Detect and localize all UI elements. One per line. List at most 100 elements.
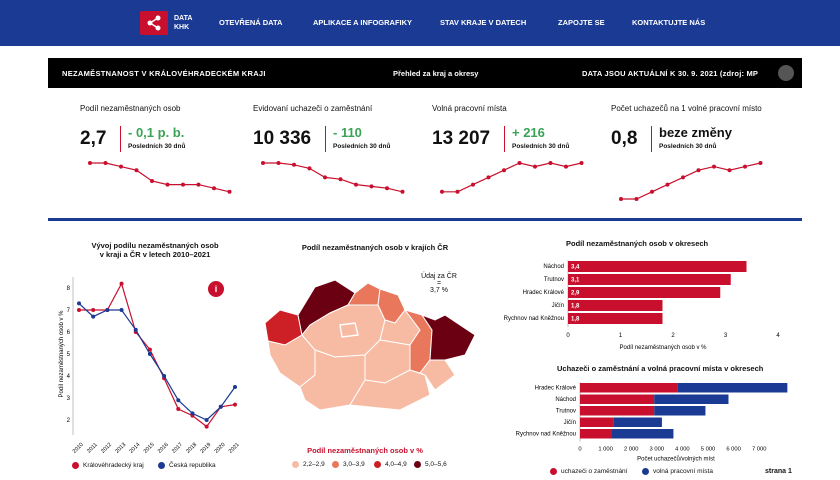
map-title: Podíl nezaměstnaných osob v krajích ČR <box>301 243 449 252</box>
x-tick-label: 2021 <box>228 442 241 455</box>
category-label: Náchod <box>555 397 576 403</box>
x-tick-label: 2012 <box>100 442 113 455</box>
category-label: Hradec Králové <box>523 290 565 296</box>
kpi-change: - 110 <box>333 125 362 140</box>
stacked-bar-chart: Hradec Králové Náchod Trutnov Jičín Rychnov … <box>516 382 788 463</box>
sparkline-line <box>263 162 403 193</box>
kpi-value: 2,7 <box>80 128 107 149</box>
legend-kraj-swatch <box>72 462 79 469</box>
report-title: NEZAMĚSTNANOST V KRÁLOVÉHRADECKÉM KRAJI <box>62 69 266 78</box>
sparkline-point <box>696 168 701 173</box>
nav-item-otevrena-data[interactable]: OTEVŘENÁ DATA <box>219 18 283 27</box>
stacked-bar-segment <box>580 429 612 439</box>
source-logo-icon <box>778 65 794 81</box>
y-tick-label: 8 <box>67 286 71 292</box>
x-tick-label: 2010 <box>72 442 85 455</box>
section-divider <box>48 218 802 221</box>
share-icon <box>147 15 161 31</box>
category-label: Jičín <box>552 303 564 309</box>
sparkline-point <box>486 175 491 180</box>
report-titlebar: NEZAMĚSTNANOST V KRÁLOVÉHRADECKÉM KRAJI … <box>48 58 802 88</box>
map-legend-label: 5,0–5,6 <box>425 461 447 469</box>
x-tick-label: 2017 <box>171 442 184 455</box>
series-point <box>119 308 124 312</box>
category-label: Rychnov nad Kněžnou <box>516 432 576 438</box>
nav-item-aplikace[interactable]: APLIKACE A INFOGRAFIKY <box>313 18 413 27</box>
sparkline-point <box>212 186 216 191</box>
series-line <box>78 302 236 421</box>
kpi-change: - 0,1 p. b. <box>128 125 185 140</box>
x-tick-label: 3 <box>724 333 728 339</box>
map-note: Údaj za ČR = 3,7 % <box>404 273 474 294</box>
series-point <box>204 424 209 429</box>
sparkline-point <box>712 164 716 169</box>
kpi-subtext: Posledních 30 dnů <box>512 143 570 150</box>
sparkline-point <box>743 164 747 169</box>
bar-value-label: 2,9 <box>571 291 580 297</box>
x-tick-label: 6 000 <box>726 447 741 453</box>
nav-item-kontakt[interactable]: KONTAKTUJTE NÁS <box>632 18 706 27</box>
nav-item-stav-kraje[interactable]: STAV KRAJE V DATECH <box>440 18 527 27</box>
line-chart: 2 3 4 5 6 7 8 Podíl nezaměstnaných osob v % 2010… <box>59 277 241 455</box>
series-point <box>77 301 81 306</box>
page-tab[interactable]: strana 1 <box>765 468 792 475</box>
logo-icon[interactable] <box>140 11 168 35</box>
sparkline-point <box>564 164 568 169</box>
sparkline-point <box>338 177 343 182</box>
sparkline-point <box>261 161 265 165</box>
map-legend-item: 2,2–2,9 <box>292 461 325 468</box>
stack-legend-a-swatch <box>550 468 557 475</box>
legend-cr-label: Česká republika <box>169 462 216 470</box>
series-point <box>147 352 152 356</box>
map-legend-title: Podíl nezaměstnaných osob v % <box>307 446 423 455</box>
sparkline-point <box>292 162 296 167</box>
series-point <box>147 347 152 352</box>
nav-item-zapojte-se[interactable]: ZAPOJTE SE <box>558 18 605 27</box>
sparkline-point <box>634 197 639 201</box>
x-axis-label: Podíl nezaměstnaných osob v % <box>619 345 707 351</box>
district-bar-title: Podíl nezaměstnaných osob v okresech <box>566 239 709 248</box>
update-info: DATA JSOU AKTUÁLNÍ K 30. 9. 2021 (zdroj:… <box>582 69 759 78</box>
map-region-zlinsky <box>419 359 456 391</box>
x-tick-label: 2 000 <box>624 447 639 453</box>
bar-value-label: 1,8 <box>571 304 580 310</box>
logo-text[interactable]: DATA KHK <box>174 14 192 32</box>
series-point <box>162 374 167 378</box>
logo-line1: DATA <box>174 15 193 22</box>
czech-map[interactable] <box>260 275 490 415</box>
sparkline-point <box>354 182 358 187</box>
legend-kraj-label: Královéhradecký kraj <box>83 462 144 470</box>
kpi-title: Podíl nezaměstnaných osob <box>80 104 181 113</box>
top-navigation: DATA KHK OTEVŘENÁ DATA APLIKACE A INFOGR… <box>0 0 840 46</box>
y-tick-label: 2 <box>67 418 71 424</box>
map-note-line2: = <box>436 280 442 287</box>
legend-kraj: Královéhradecký kraj <box>72 462 144 469</box>
stack-legend-a-label: uchazeči o zaměstnání <box>561 468 628 476</box>
bar <box>568 261 747 272</box>
series-point <box>133 327 138 332</box>
bar <box>568 274 731 285</box>
map-legend-item: 5,0–5,6 <box>414 461 447 468</box>
map-region-moravskoslezsky <box>420 313 476 361</box>
sparkline-point <box>385 186 389 191</box>
info-button[interactable]: i <box>208 281 224 297</box>
series-point <box>119 281 124 286</box>
sparkline-line <box>90 162 230 193</box>
series-point <box>233 385 237 389</box>
kpi-title: Evidovaní uchazeči o zaměstnání <box>253 104 373 113</box>
kpi-value: 0,8 <box>611 128 638 149</box>
kpi-change: beze změny <box>659 125 732 140</box>
kpi-value: 13 207 <box>432 128 491 149</box>
sparkline-line <box>621 162 761 200</box>
kpi-sparkline <box>261 161 405 194</box>
kpi-value: 10 336 <box>253 128 312 149</box>
map-legend-label: 2,2–2,9 <box>303 461 325 469</box>
map-note-line1: Údaj za ČR <box>421 273 457 280</box>
map-legend-swatch <box>332 461 339 468</box>
map-legend-swatch <box>374 461 381 468</box>
sparkline-point <box>619 197 623 201</box>
line-chart-title-2: v kraji a ČR v letech 2010–2021 <box>99 250 211 259</box>
stacked-bar-segment <box>580 417 614 427</box>
series-line <box>79 282 236 428</box>
map-legend-item: 4,0–4,9 <box>374 461 407 468</box>
